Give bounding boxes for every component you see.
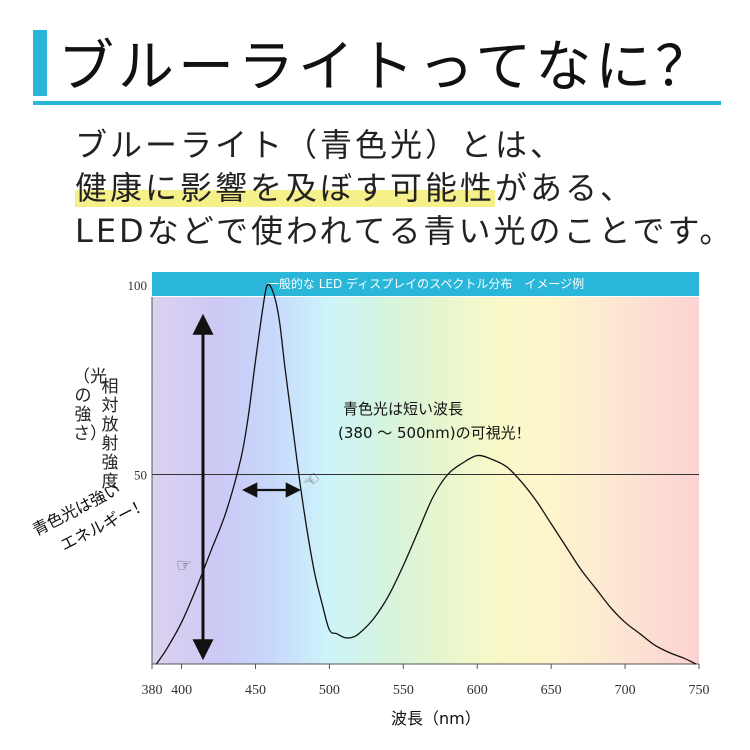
x-tick-label: 600: [467, 683, 488, 698]
chart-title: 一般的な LED ディスプレイのスペクトル分布 イメージ例: [152, 272, 699, 296]
page-title: ブルーライトってなに？: [58, 35, 716, 100]
intro-highlight: 健康に影響を及ぼす可能性: [75, 169, 496, 207]
x-tick-label: 400: [171, 683, 192, 698]
x-tick-label: 750: [689, 683, 710, 698]
x-tick-label: 700: [615, 683, 636, 698]
intro-line-3: LEDなどで使われてる青い光のことです。: [75, 212, 735, 250]
title-underline: [33, 101, 721, 105]
visible-range-annotation: (380 ～ 500nm)の可視光！: [338, 424, 531, 442]
x-tick-label: 500: [319, 683, 340, 698]
intro-line-2-rest: がある、: [495, 169, 636, 207]
x-tick-label: 380: [142, 683, 163, 698]
intro-line-1: ブルーライト（青色光）とは、: [75, 126, 566, 164]
pointing-hand-icon: ☞: [176, 555, 193, 576]
spectrum-series-line: [155, 283, 697, 665]
blue-light-annotation: 青色光は短い波長: [343, 400, 464, 418]
y-axis-sublabel: （光の強さ）: [73, 367, 107, 444]
x-tick-label: 550: [393, 683, 414, 698]
x-tick-label: 450: [245, 683, 266, 698]
y-axis-label: 相対放射強度: [101, 377, 119, 492]
x-axis-label: 波長（nm）: [391, 709, 481, 728]
title-accent-bar: [33, 30, 47, 96]
y-tick-label: 100: [128, 278, 148, 293]
x-tick-label: 650: [541, 683, 562, 698]
y-tick-label: 50: [134, 468, 147, 483]
spectrum-background: [152, 297, 699, 664]
intro-line-2: 健康に影響を及ぼす可能性がある、: [75, 163, 635, 209]
